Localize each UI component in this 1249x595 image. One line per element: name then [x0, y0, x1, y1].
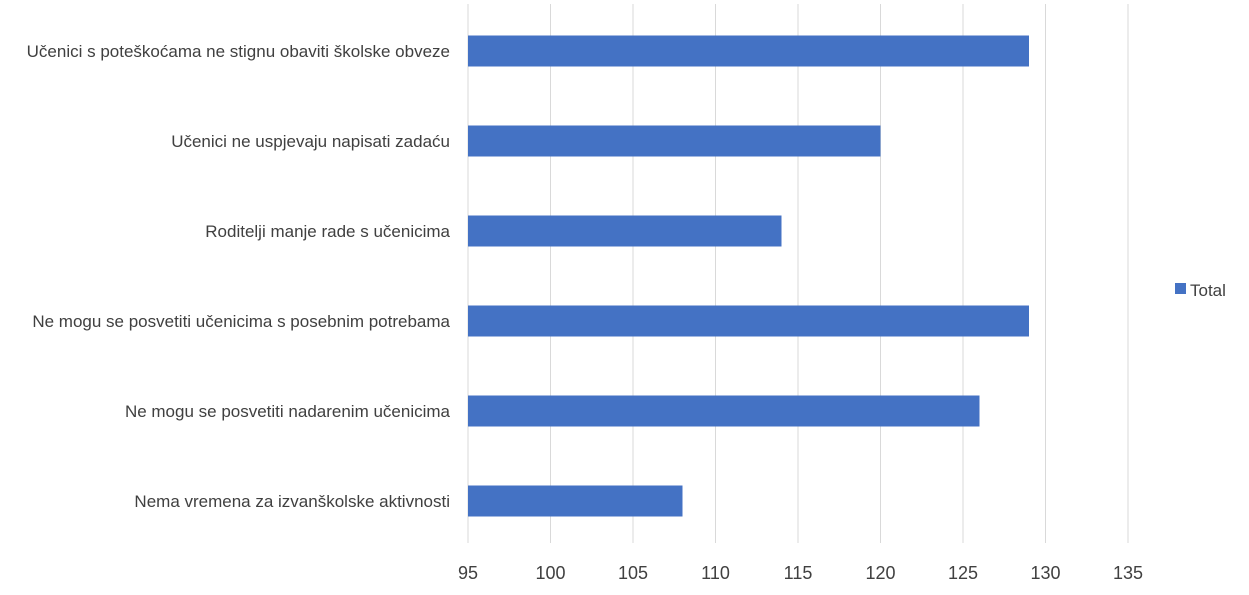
bar: [468, 35, 1029, 67]
bar: [468, 395, 980, 427]
x-tick-label: 135: [1113, 563, 1143, 583]
bar: [468, 215, 782, 247]
legend: Total: [1175, 281, 1226, 300]
x-tick-label: 100: [535, 563, 565, 583]
x-tick-label: 120: [865, 563, 895, 583]
category-label: Ne mogu se posvetiti nadarenim učenicima: [125, 402, 451, 421]
category-label: Ne mogu se posvetiti učenicima s posebni…: [32, 312, 450, 331]
legend-label: Total: [1190, 281, 1226, 300]
bar: [468, 485, 683, 517]
category-label: Učenici s poteškoćama ne stignu obaviti …: [27, 42, 450, 61]
x-axis-tick-labels: 95 100 105 110 115 120 125 130 135: [458, 563, 1143, 583]
category-labels: Učenici s poteškoćama ne stignu obaviti …: [27, 42, 451, 511]
bar: [468, 305, 1029, 337]
x-tick-label: 95: [458, 563, 478, 583]
x-tick-label: 125: [948, 563, 978, 583]
legend-swatch: [1175, 283, 1186, 294]
category-label: Učenici ne uspjevaju napisati zadaću: [171, 132, 450, 151]
gridlines: [467, 4, 1129, 543]
x-tick-label: 105: [618, 563, 648, 583]
x-tick-label: 110: [701, 563, 730, 583]
category-label: Roditelji manje rade s učenicima: [205, 222, 450, 241]
x-tick-label: 115: [784, 563, 813, 583]
bars: [468, 35, 1029, 517]
category-label: Nema vremena za izvanškolske aktivnosti: [134, 492, 450, 511]
x-tick-label: 130: [1030, 563, 1060, 583]
bar: [468, 125, 881, 157]
